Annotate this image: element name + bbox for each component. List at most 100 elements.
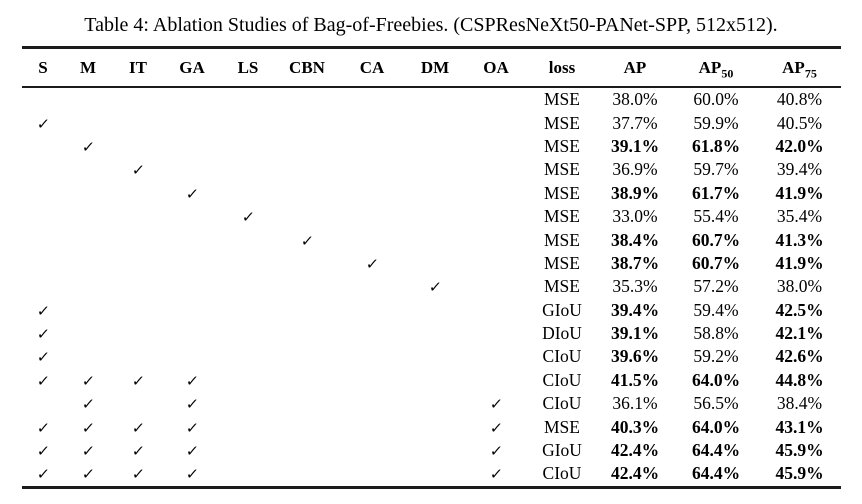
toggle-cell-s	[22, 252, 64, 275]
toggle-cell-cbn	[276, 462, 338, 489]
ap75-cell: 43.1%	[775, 416, 824, 437]
toggle-cell-it	[112, 345, 164, 368]
col-header-ca: CA	[338, 46, 406, 88]
ap75-cell: 40.8%	[776, 89, 823, 110]
ap50-cell: 60.0%	[693, 89, 739, 110]
toggle-cell-oa	[464, 345, 528, 368]
toggle-cell-cbn	[276, 299, 338, 322]
toggle-cell-ga	[164, 252, 220, 275]
toggle-cell-ga	[164, 228, 220, 251]
toggle-cell-it: ✓	[112, 439, 164, 462]
toggle-cell-ca	[338, 299, 406, 322]
toggle-cell-ca: ✓	[338, 252, 406, 275]
toggle-cell-it	[112, 135, 164, 158]
toggle-cell-dm	[406, 205, 464, 228]
ap50-cell: 59.9%	[693, 112, 739, 133]
ap-cell: 42.4%	[610, 440, 660, 461]
loss-cell: MSE	[544, 276, 580, 297]
toggle-cell-s: ✓	[22, 462, 64, 489]
toggle-cell-it	[112, 228, 164, 251]
toggle-cell-ls	[220, 369, 276, 392]
ap-cell: 40.3%	[610, 416, 660, 437]
loss-cell: MSE	[544, 416, 580, 437]
toggle-cell-oa	[464, 87, 528, 111]
table-row: ✓ MSE 33.0% 55.4% 35.4%	[22, 205, 841, 228]
loss-cell: GIoU	[542, 299, 582, 320]
toggle-cell-it: ✓	[112, 369, 164, 392]
toggle-cell-ls	[220, 228, 276, 251]
loss-cell: MSE	[544, 89, 580, 110]
checkmark-icon: ✓	[130, 418, 146, 437]
checkmark-icon: ✓	[80, 418, 96, 437]
toggle-cell-ga	[164, 135, 220, 158]
toggle-cell-ca	[338, 182, 406, 205]
toggle-cell-ls	[220, 392, 276, 415]
table-row: ✓ MSE 39.1% 61.8% 42.0%	[22, 135, 841, 158]
toggle-cell-s	[22, 392, 64, 415]
ap50-cell: 59.7%	[693, 159, 739, 180]
toggle-cell-ga: ✓	[164, 369, 220, 392]
ap50-cell: 59.4%	[693, 299, 739, 320]
table-row: ✓ MSE 38.4% 60.7% 41.3%	[22, 228, 841, 251]
table-header: S M IT GA LS CBN CA DM OA loss AP AP50 AP75	[22, 46, 841, 88]
toggle-cell-oa	[464, 111, 528, 134]
loss-cell: MSE	[544, 252, 580, 273]
toggle-cell-dm	[406, 415, 464, 438]
checkmark-icon: ✓	[184, 184, 200, 203]
toggle-cell-dm	[406, 345, 464, 368]
toggle-cell-m: ✓	[64, 439, 112, 462]
loss-cell: MSE	[544, 229, 580, 250]
toggle-cell-it: ✓	[112, 158, 164, 181]
toggle-cell-cbn	[276, 322, 338, 345]
toggle-cell-oa	[464, 299, 528, 322]
toggle-cell-dm	[406, 322, 464, 345]
ap-cell: 36.1%	[612, 393, 658, 414]
toggle-cell-it	[112, 299, 164, 322]
checkmark-icon: ✓	[130, 371, 146, 390]
toggle-cell-ls	[220, 415, 276, 438]
toggle-cell-ls	[220, 345, 276, 368]
ap-cell: 42.4%	[596, 462, 674, 489]
checkmark-icon: ✓	[35, 465, 51, 484]
toggle-cell-m	[64, 228, 112, 251]
toggle-cell-it: ✓	[112, 415, 164, 438]
toggle-cell-dm	[406, 299, 464, 322]
toggle-cell-ls	[220, 135, 276, 158]
toggle-cell-ga: ✓	[164, 415, 220, 438]
toggle-cell-dm	[406, 392, 464, 415]
toggle-cell-dm	[406, 87, 464, 111]
table-row: ✓ MSE 35.3% 57.2% 38.0%	[22, 275, 841, 298]
toggle-cell-ga: ✓	[164, 439, 220, 462]
checkmark-icon: ✓	[184, 418, 200, 437]
toggle-cell-ga: ✓	[164, 392, 220, 415]
toggle-cell-m: ✓	[64, 135, 112, 158]
toggle-cell-ls	[220, 439, 276, 462]
toggle-cell-cbn	[276, 415, 338, 438]
toggle-cell-it	[112, 322, 164, 345]
ap50-cell: 57.2%	[693, 276, 739, 297]
ap75-cell: 42.5%	[775, 299, 824, 320]
table-wrapper: S M IT GA LS CBN CA DM OA loss AP AP50 AP75 MSE 38.0%…	[22, 46, 841, 489]
ap75-cell: 41.9%	[775, 182, 824, 203]
table-row: MSE 38.0% 60.0% 40.8%	[22, 87, 841, 111]
toggle-cell-oa	[464, 135, 528, 158]
ap50-cell: 56.5%	[693, 393, 739, 414]
ap-cell: 37.7%	[612, 112, 658, 133]
toggle-cell-cbn	[276, 345, 338, 368]
toggle-cell-cbn	[276, 111, 338, 134]
toggle-cell-oa	[464, 275, 528, 298]
toggle-cell-ls: ✓	[220, 205, 276, 228]
toggle-cell-cbn	[276, 369, 338, 392]
loss-cell: MSE	[544, 206, 580, 227]
header-row: S M IT GA LS CBN CA DM OA loss AP AP50 AP75	[22, 46, 841, 88]
toggle-cell-m	[64, 345, 112, 368]
toggle-cell-ga	[164, 275, 220, 298]
ap50-cell: 64.4%	[691, 440, 741, 461]
table-row: ✓ MSE 36.9% 59.7% 39.4%	[22, 158, 841, 181]
toggle-cell-s	[22, 135, 64, 158]
toggle-cell-cbn	[276, 252, 338, 275]
toggle-cell-s	[22, 205, 64, 228]
toggle-cell-ga	[164, 322, 220, 345]
loss-cell: CIoU	[542, 393, 582, 414]
col-header-cbn: CBN	[276, 46, 338, 88]
